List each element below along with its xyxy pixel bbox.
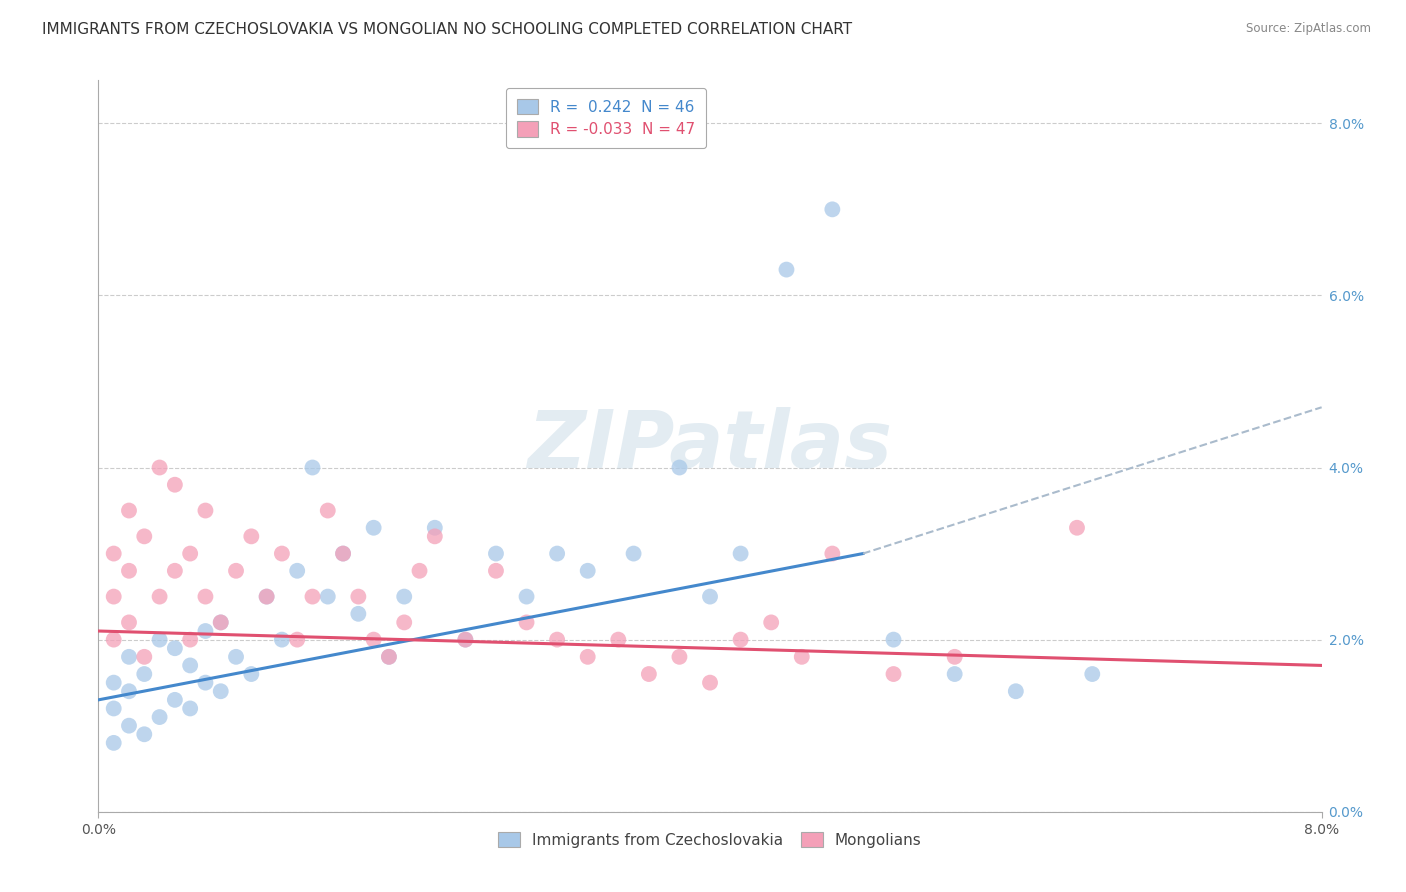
Point bbox=[209, 615, 232, 630]
Point bbox=[118, 684, 141, 698]
Point bbox=[332, 547, 354, 561]
Point bbox=[118, 503, 141, 517]
Text: Source: ZipAtlas.com: Source: ZipAtlas.com bbox=[1246, 22, 1371, 36]
Point bbox=[163, 477, 186, 491]
Point bbox=[163, 564, 186, 578]
Point bbox=[516, 590, 538, 604]
Point bbox=[103, 701, 125, 715]
Point bbox=[423, 529, 446, 543]
Point bbox=[179, 547, 201, 561]
Point bbox=[392, 590, 416, 604]
Point bbox=[163, 693, 186, 707]
Point bbox=[423, 521, 446, 535]
Point bbox=[821, 547, 844, 561]
Point bbox=[332, 547, 354, 561]
Point bbox=[194, 503, 217, 517]
Point bbox=[134, 529, 156, 543]
Point bbox=[347, 607, 370, 621]
Point bbox=[103, 590, 125, 604]
Point bbox=[134, 667, 156, 681]
Point bbox=[209, 684, 232, 698]
Point bbox=[285, 564, 308, 578]
Point bbox=[149, 710, 172, 724]
Point bbox=[378, 649, 401, 664]
Point bbox=[134, 727, 156, 741]
Point bbox=[1066, 521, 1088, 535]
Point bbox=[790, 649, 813, 664]
Point bbox=[1004, 684, 1026, 698]
Point bbox=[225, 564, 247, 578]
Point bbox=[363, 521, 385, 535]
Point bbox=[607, 632, 630, 647]
Point bbox=[118, 564, 141, 578]
Point bbox=[103, 736, 125, 750]
Point bbox=[103, 675, 125, 690]
Point bbox=[730, 632, 752, 647]
Point bbox=[256, 590, 278, 604]
Point bbox=[637, 667, 661, 681]
Point bbox=[576, 564, 599, 578]
Point bbox=[285, 632, 308, 647]
Point bbox=[194, 624, 217, 638]
Point bbox=[363, 632, 385, 647]
Point bbox=[883, 632, 905, 647]
Point bbox=[485, 564, 508, 578]
Point bbox=[103, 547, 125, 561]
Point bbox=[821, 202, 844, 217]
Point bbox=[270, 547, 294, 561]
Point bbox=[134, 649, 156, 664]
Point bbox=[347, 590, 370, 604]
Point bbox=[408, 564, 430, 578]
Point bbox=[149, 460, 172, 475]
Point bbox=[240, 667, 263, 681]
Point bbox=[1081, 667, 1104, 681]
Point bbox=[668, 649, 690, 664]
Point bbox=[179, 658, 201, 673]
Point bbox=[301, 590, 323, 604]
Point bbox=[118, 615, 141, 630]
Point bbox=[485, 547, 508, 561]
Legend: Immigrants from Czechoslovakia, Mongolians: Immigrants from Czechoslovakia, Mongolia… bbox=[491, 824, 929, 855]
Text: IMMIGRANTS FROM CZECHOSLOVAKIA VS MONGOLIAN NO SCHOOLING COMPLETED CORRELATION C: IMMIGRANTS FROM CZECHOSLOVAKIA VS MONGOL… bbox=[42, 22, 852, 37]
Point bbox=[301, 460, 323, 475]
Point bbox=[454, 632, 477, 647]
Point bbox=[103, 632, 125, 647]
Point bbox=[118, 719, 141, 733]
Point bbox=[943, 649, 966, 664]
Point bbox=[759, 615, 782, 630]
Point bbox=[546, 632, 568, 647]
Point bbox=[378, 649, 401, 664]
Point bbox=[699, 675, 721, 690]
Point bbox=[149, 632, 172, 647]
Point bbox=[316, 503, 339, 517]
Point bbox=[516, 615, 538, 630]
Point bbox=[118, 649, 141, 664]
Point bbox=[270, 632, 294, 647]
Text: ZIPatlas: ZIPatlas bbox=[527, 407, 893, 485]
Point bbox=[316, 590, 339, 604]
Point bbox=[454, 632, 477, 647]
Point bbox=[546, 547, 568, 561]
Point bbox=[149, 590, 172, 604]
Point bbox=[668, 460, 690, 475]
Point bbox=[179, 701, 201, 715]
Point bbox=[209, 615, 232, 630]
Point bbox=[883, 667, 905, 681]
Point bbox=[225, 649, 247, 664]
Point bbox=[194, 675, 217, 690]
Point bbox=[163, 641, 186, 656]
Point bbox=[699, 590, 721, 604]
Point bbox=[392, 615, 416, 630]
Point bbox=[943, 667, 966, 681]
Point bbox=[194, 590, 217, 604]
Point bbox=[240, 529, 263, 543]
Point bbox=[256, 590, 278, 604]
Point bbox=[179, 632, 201, 647]
Point bbox=[730, 547, 752, 561]
Point bbox=[775, 262, 797, 277]
Point bbox=[623, 547, 645, 561]
Point bbox=[576, 649, 599, 664]
